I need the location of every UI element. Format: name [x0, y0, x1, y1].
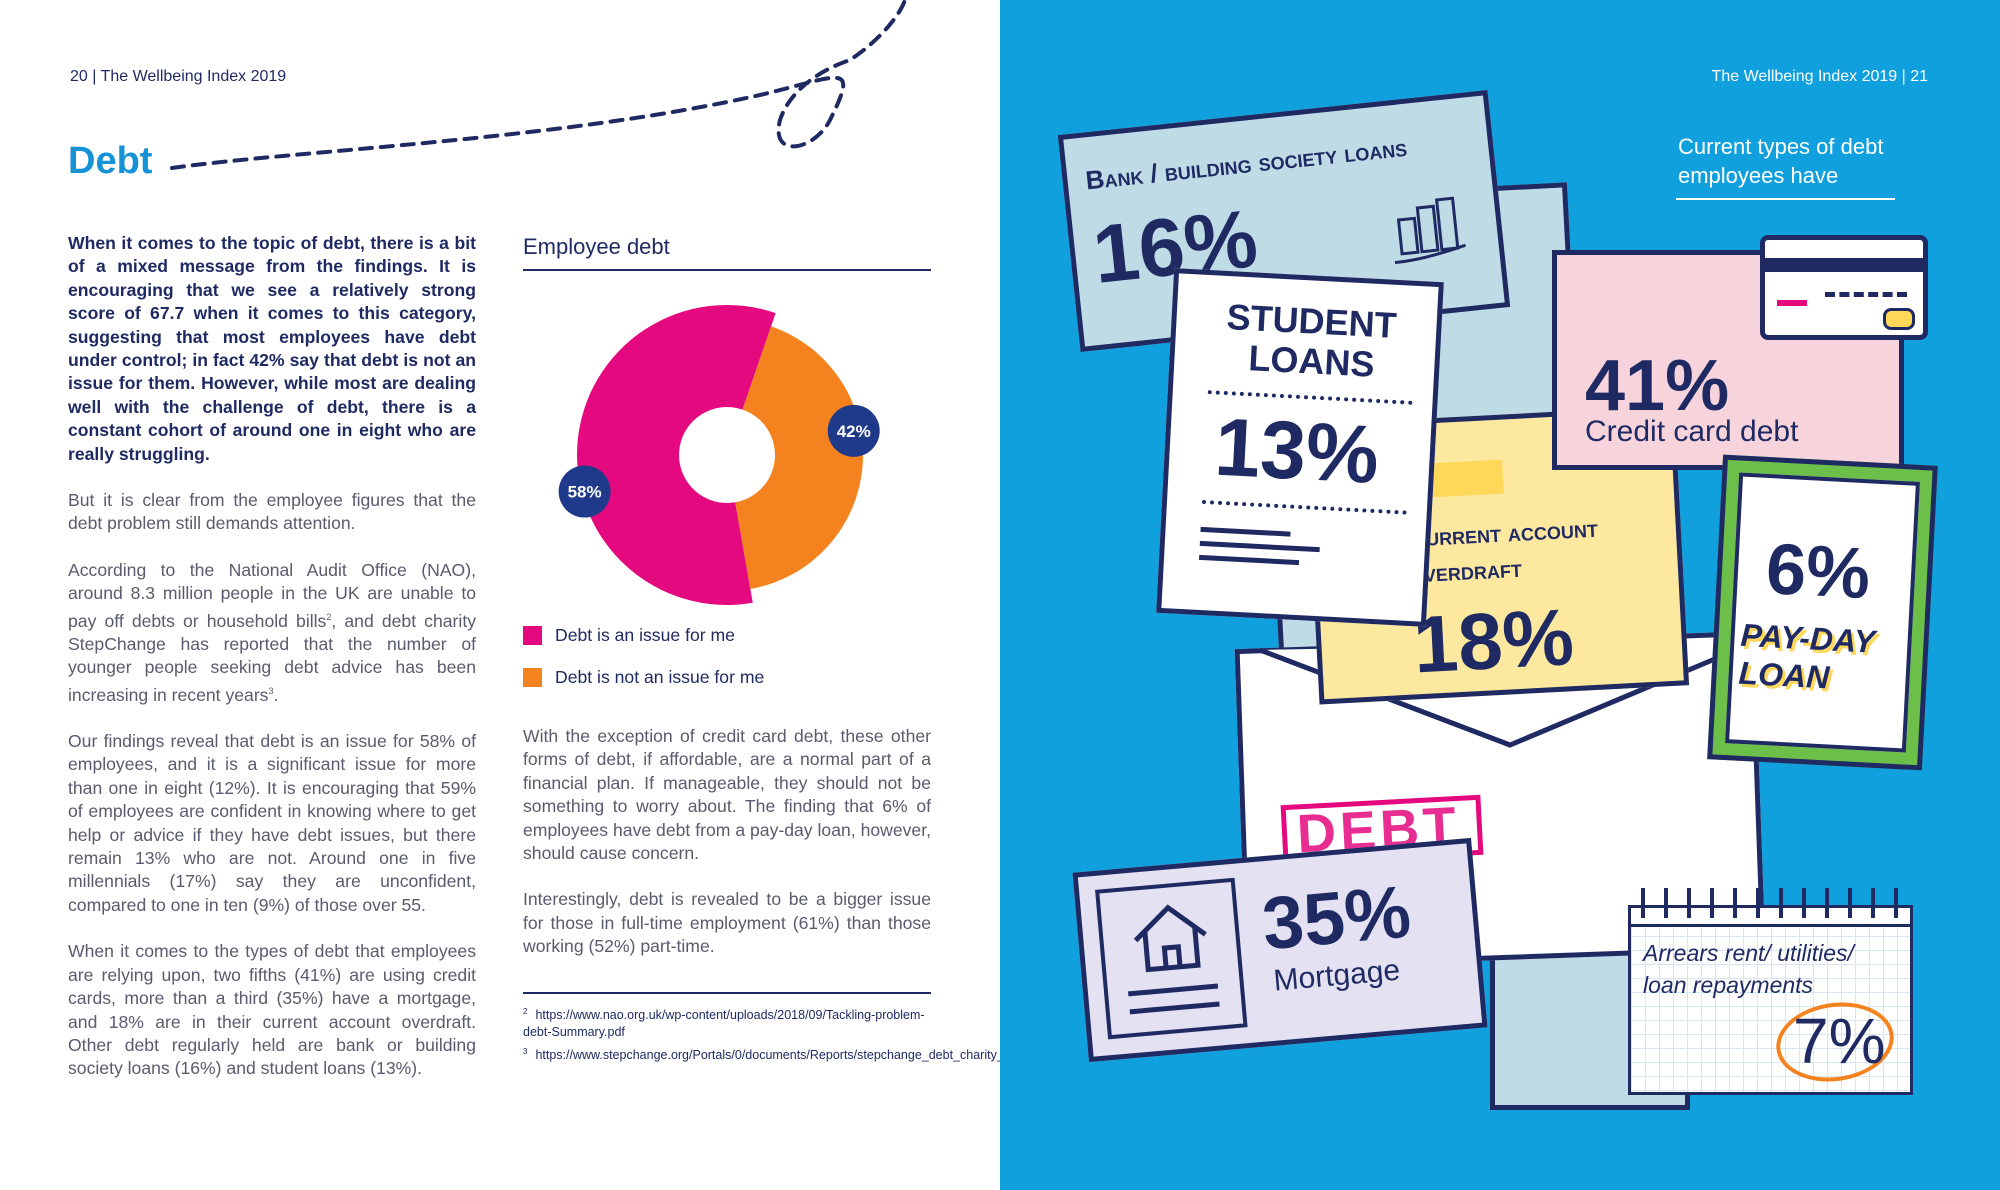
value-label: 42% — [837, 422, 871, 441]
document-line — [1129, 1001, 1220, 1015]
intro-paragraph: When it comes to the topic of debt, ther… — [68, 233, 476, 464]
overdraft-label: Current account — [1407, 514, 1599, 553]
payday-loan-card: 6% PAY-DAY LOAN — [1707, 454, 1938, 771]
buildings-icon — [1394, 196, 1467, 265]
footnote-link[interactable]: https://www.nao.org.uk/wp-content/upload… — [523, 1008, 925, 1039]
paragraph: Interestingly, debt is revealed to be a … — [523, 889, 931, 957]
legend-label: Debt is not an issue for me — [555, 666, 765, 687]
donut-slice — [735, 326, 863, 589]
arrears-value: 7% — [1793, 1005, 1886, 1077]
page-folio: 20 | The Wellbeing Index 2019 — [70, 68, 287, 85]
legend-item: Debt is an issue for me — [523, 614, 764, 656]
receipt-line — [1198, 554, 1300, 566]
right-page: The Wellbeing Index 2019 | 21 Current ty… — [1000, 0, 2000, 1190]
legend-swatch — [523, 625, 542, 645]
overdraft-value: 18% — [1411, 592, 1576, 690]
paragraph: When it comes to the types of debt that … — [68, 941, 476, 1079]
student-loans-label: LOANS — [1247, 337, 1376, 385]
paragraph-nao: According to the National Audit Office (… — [68, 559, 477, 705]
payday-label: LOAN — [1737, 654, 1831, 696]
credit-card-label: Credit card debt — [1585, 415, 1799, 448]
legend-label: Debt is an issue for me — [555, 624, 735, 645]
notepad-rings — [1641, 888, 1900, 918]
footnotes: 2 https://www.nao.org.uk/wp-content/uploa… — [523, 1004, 1166, 1068]
value-label: 58% — [568, 483, 602, 502]
receipt-line — [1199, 540, 1320, 553]
mortgage-card: 35% Mortgage — [1072, 837, 1488, 1063]
footnote: 2 https://www.nao.org.uk/wp-content/uploa… — [523, 1007, 925, 1039]
mortgage-value: 35% — [1259, 869, 1414, 966]
payday-value: 6% — [1764, 529, 1873, 615]
arrears-label: Arrears rent/ utilities/ — [1643, 940, 1854, 966]
document-line — [1128, 983, 1219, 997]
credit-card-debt-card: 41% Credit card debt — [1552, 250, 1904, 470]
caption-rule — [1676, 198, 1895, 200]
paragraph: With the exception of credit card debt, … — [523, 726, 931, 864]
mortgage-document — [1095, 877, 1248, 1040]
arrears-notepad: Arrears rent/ utilities/ loan repayments… — [1628, 888, 1913, 1095]
section-title: Debt — [68, 140, 153, 182]
bank-loans-label: Bank / building society loans — [1084, 131, 1409, 196]
credit-card-value: 41% — [1585, 346, 1730, 426]
card-chip — [1883, 308, 1915, 330]
payday-inner: 6% PAY-DAY LOAN — [1725, 472, 1920, 753]
credit-card-icon — [1760, 235, 1928, 340]
arrears-label: loan repayments — [1643, 972, 1814, 998]
value-label-bubble — [827, 404, 880, 457]
value-label-bubble — [558, 465, 611, 518]
chart-title: Employee debt — [523, 234, 670, 259]
infographic-caption: Current types of debt employees have — [1678, 134, 1884, 188]
paragraph: But it is clear from the employee figure… — [68, 490, 476, 534]
dashed-swirl-decoration — [170, 0, 907, 170]
student-loans-value: 13% — [1212, 401, 1382, 502]
donut-slice — [577, 305, 776, 605]
house-icon — [1133, 904, 1207, 973]
footnote-rule — [523, 992, 931, 994]
bank-loans-card: Bank / building society loans 16% — [1057, 90, 1511, 352]
text-column-1: When it comes to the topic of debt, ther… — [68, 232, 476, 1104]
legend-swatch — [523, 667, 542, 687]
payday-label: PAY-DAY — [1739, 616, 1876, 660]
donut-chart: 58% 42% — [558, 305, 880, 605]
footnote-ref: 2 — [326, 611, 332, 622]
chart-title-rule — [523, 269, 931, 271]
receipt-line — [1200, 526, 1291, 537]
student-loans-receipt: STUDENT LOANS 13% — [1156, 268, 1444, 627]
left-page: 20 | The Wellbeing Index 2019 Debt When … — [68, 0, 1166, 1104]
card-detail — [1777, 300, 1807, 306]
footnote: 3 https://www.stepchange.org/Portals/0/do… — [523, 1047, 1166, 1063]
paragraph: Our findings reveal that debt is an issu… — [68, 731, 476, 915]
card-number — [1825, 292, 1907, 297]
legend-item: Debt is not an issue for me — [523, 656, 764, 698]
chart-legend: Debt is an issue for me Debt is not an i… — [523, 614, 764, 698]
page-folio: The Wellbeing Index 2019 | 21 — [1711, 68, 1928, 85]
footnote-ref: 3 — [268, 685, 274, 696]
card-stripe — [1765, 258, 1923, 272]
text-column-2: With the exception of credit card debt, … — [523, 725, 931, 982]
